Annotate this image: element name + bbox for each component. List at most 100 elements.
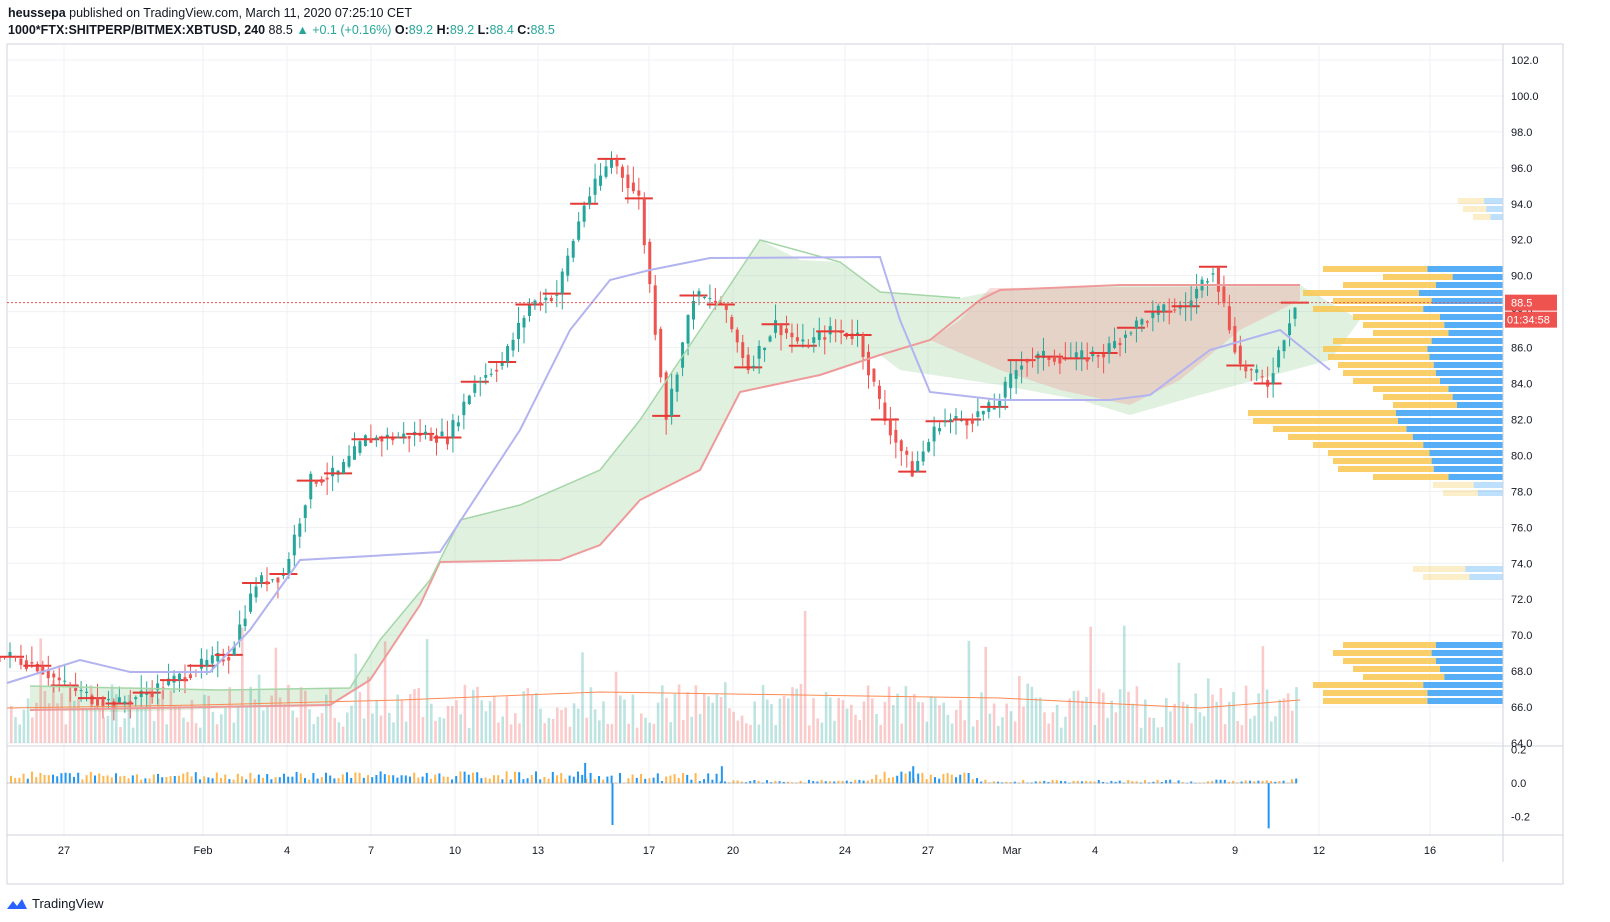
x-tick-label: 24 [839, 845, 851, 857]
osc-bar [669, 775, 672, 784]
profile-bar-up [1431, 338, 1503, 344]
volume-bar [879, 724, 882, 743]
candle-body [1206, 281, 1210, 283]
volume-bar [997, 725, 1000, 743]
volume-bar [1202, 716, 1206, 743]
candle-body [1003, 381, 1007, 398]
osc-bar [908, 771, 911, 784]
candle-body [1031, 359, 1035, 361]
volume-bar [572, 703, 576, 743]
volume-bar [1240, 725, 1244, 743]
osc-bar [1055, 780, 1058, 784]
osc-bar [375, 775, 378, 784]
osc-bar [560, 773, 563, 784]
profile-bar-down [1458, 198, 1485, 204]
volume-bar [564, 707, 567, 743]
y-tick-label: 98.0 [1511, 127, 1532, 139]
volume-bar [106, 715, 110, 743]
profile-bar-up [1423, 682, 1503, 688]
osc-bar [1118, 780, 1121, 784]
candle-body [254, 586, 258, 598]
volume-bar [1127, 691, 1130, 743]
candle-body [347, 455, 351, 467]
candle-body [478, 381, 482, 383]
volume-bar [89, 685, 93, 743]
osc-bar [967, 773, 970, 784]
candle-body [817, 331, 821, 341]
volume-bar [64, 724, 68, 743]
profile-bar-up [1429, 450, 1503, 456]
profile-bar-down [1313, 306, 1424, 312]
volume-bar [665, 698, 668, 743]
volume-bar [677, 684, 681, 743]
osc-bar [619, 772, 621, 784]
osc-bar [862, 780, 865, 784]
osc-bar [682, 772, 684, 784]
volume-bar [526, 687, 530, 743]
volume-bar [1072, 690, 1076, 743]
candle-body [1288, 323, 1292, 335]
profile-bar-up [1427, 698, 1503, 704]
osc-bar [766, 780, 768, 784]
osc-bar [169, 776, 172, 784]
y-tick-label: 100.0 [1511, 91, 1539, 103]
volume-bar [690, 716, 693, 743]
candle-body [888, 419, 892, 436]
osc-bar [1265, 780, 1268, 784]
candle-body [314, 480, 318, 484]
volume-bar [1018, 675, 1021, 743]
profile-bar-down [1333, 338, 1432, 344]
osc-bar [917, 773, 920, 784]
candle-body [1025, 360, 1029, 363]
osc-bar [1097, 779, 1100, 784]
volume-bar [1001, 717, 1004, 743]
volume-bar [1291, 710, 1294, 743]
osc-bar [1190, 781, 1193, 784]
candle-body [1123, 334, 1127, 338]
candle-body [358, 441, 362, 453]
volume-bar [887, 686, 891, 743]
volume-bar [1156, 727, 1160, 743]
volume-bar [413, 689, 416, 743]
volume-bar [1253, 715, 1256, 743]
osc-bar [392, 775, 395, 784]
volume-bar [341, 726, 345, 743]
volume-bar [1219, 687, 1223, 743]
candle-body [1113, 341, 1117, 348]
osc-bar [778, 781, 781, 784]
volume-bar [287, 684, 290, 743]
candle-body [1047, 357, 1051, 360]
candle-body [1058, 356, 1062, 364]
profile-bar-up [1490, 214, 1503, 220]
osc-bar [367, 775, 369, 784]
volume-bar [715, 694, 719, 743]
volume-bar [778, 698, 782, 743]
volume-bar [728, 708, 731, 743]
chart-canvas[interactable]: 102.0100.098.096.094.092.090.088.086.084… [0, 0, 1610, 895]
volume-bar [85, 709, 89, 743]
volume-bar [732, 711, 735, 743]
osc-bar [262, 777, 264, 784]
footer-brand: TradingView [32, 896, 104, 911]
osc-bar [892, 777, 894, 784]
profile-bar-up [1431, 298, 1503, 304]
volume-bar [782, 695, 786, 743]
y-tick-label: 82.0 [1511, 414, 1532, 426]
profile-bar-down [1383, 274, 1453, 280]
volume-bar [400, 700, 404, 743]
volume-bar [770, 704, 773, 743]
osc-bar [287, 776, 290, 784]
candle-body [1173, 309, 1177, 311]
volume-bar [623, 699, 626, 743]
candle-body [506, 346, 510, 362]
volume-bar [316, 716, 320, 743]
osc-bar [35, 777, 38, 784]
tradingview-footer[interactable]: TradingView [6, 896, 104, 911]
x-tick-label: Mar [1003, 845, 1022, 857]
volume-bar [211, 711, 215, 743]
author-name[interactable]: heussepa [8, 6, 66, 20]
volume-bar [245, 705, 248, 743]
osc-bar [346, 772, 348, 784]
volume-bar [127, 694, 131, 743]
volume-bar [459, 714, 462, 743]
